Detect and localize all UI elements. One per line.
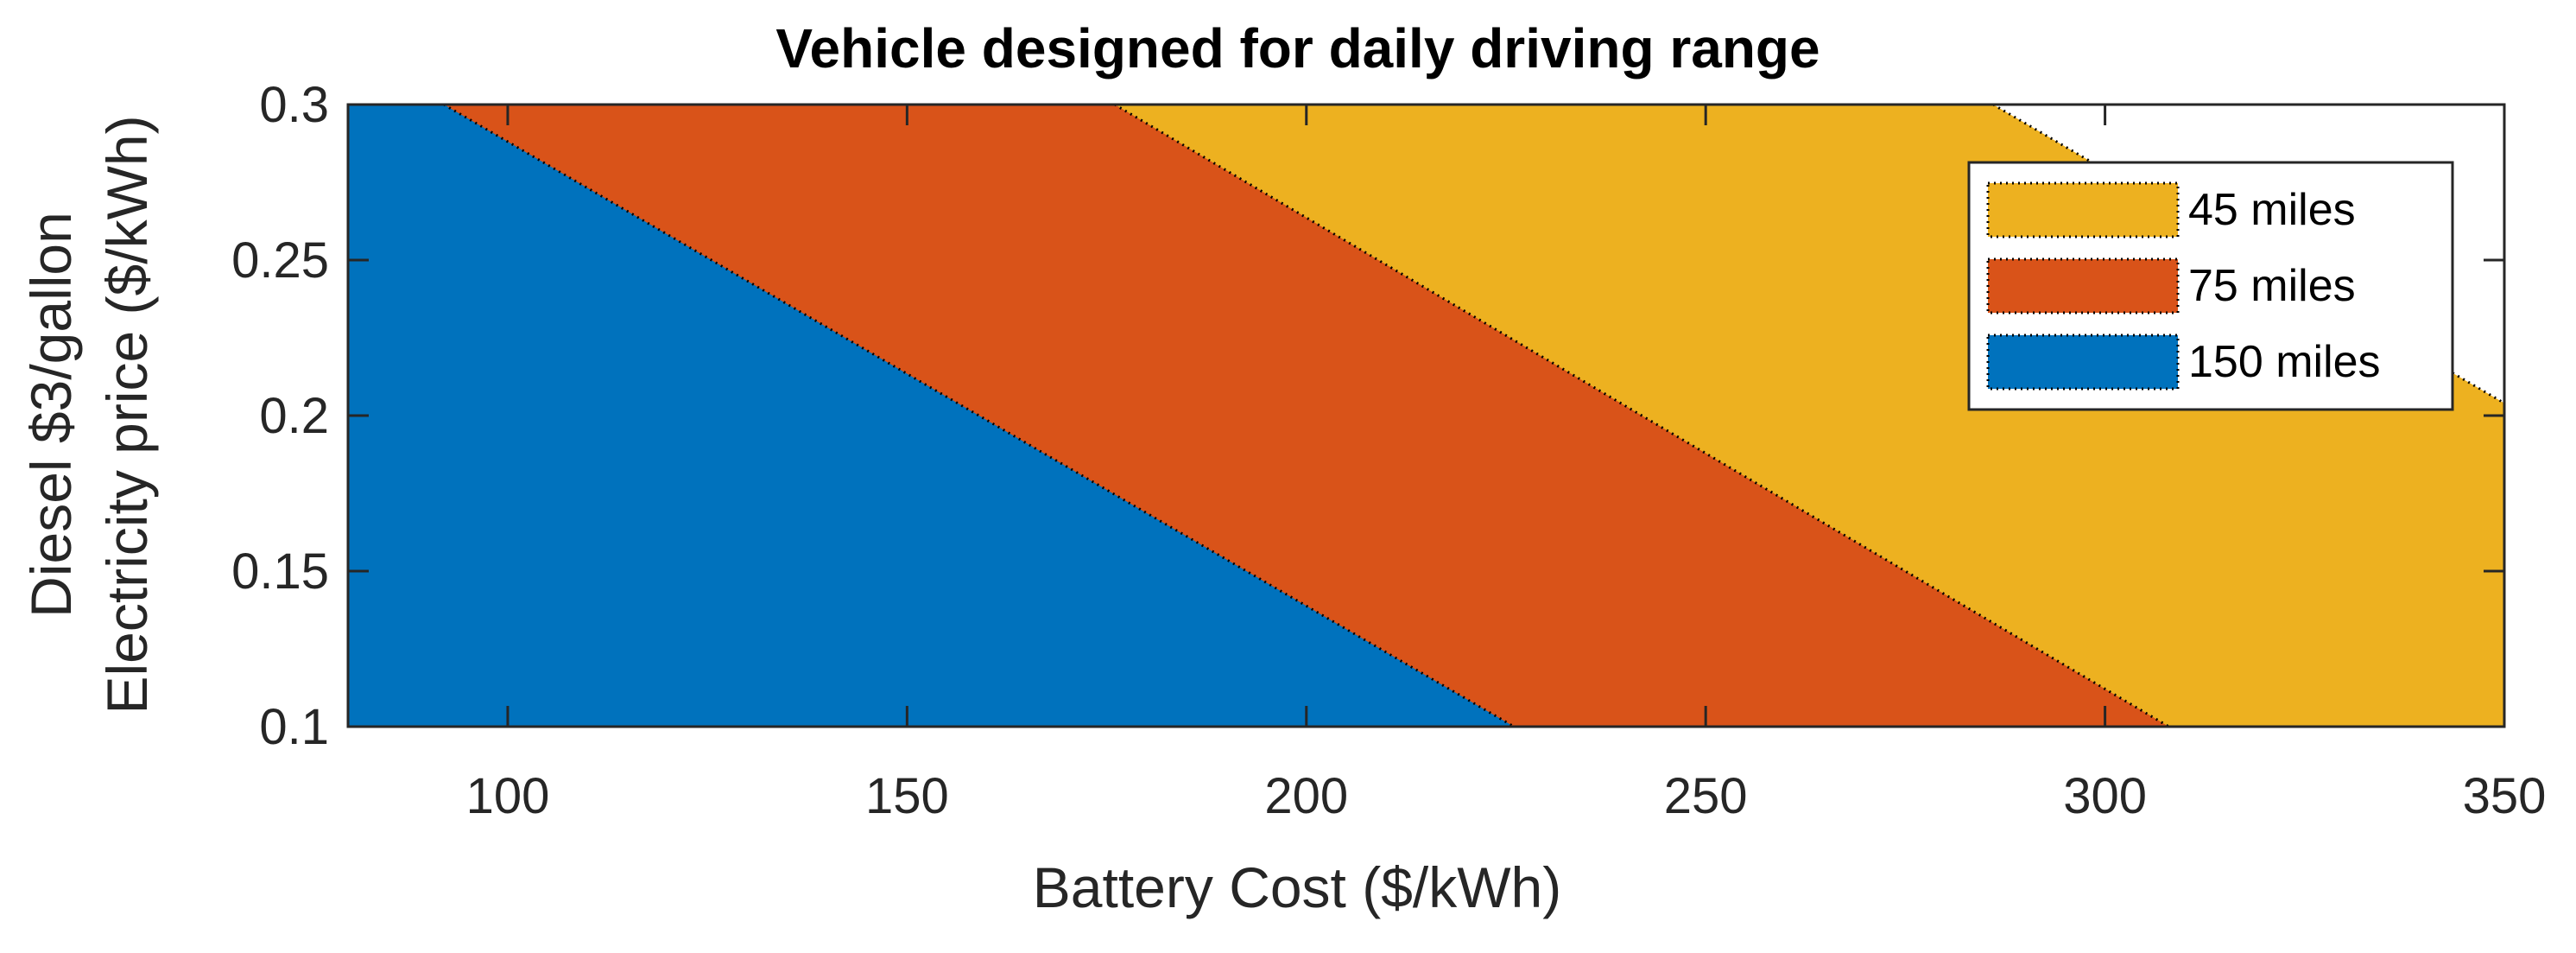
legend-label: 45 miles — [2188, 185, 2356, 235]
contour-line-75-miles — [1114, 103, 2170, 728]
y-tick-label: 0.3 — [259, 77, 329, 133]
y-axis-title-line2: Electricity price ($/kWh) — [95, 115, 159, 714]
y-axis: 0.1 0.15 0.2 0.25 0.3 — [231, 77, 2504, 755]
y-tick-label: 0.1 — [259, 699, 329, 755]
legend-label: 150 miles — [2188, 337, 2381, 387]
y-tick-label: 0.25 — [231, 232, 329, 289]
legend: 45 miles 75 miles 150 miles — [1967, 161, 2454, 411]
x-tick-label: 250 — [1664, 768, 1748, 824]
x-axis-title: Battery Cost ($/kWh) — [1033, 855, 1561, 919]
x-axis: 100 150 200 250 300 350 — [466, 105, 2547, 824]
region-150-miles — [348, 105, 1515, 727]
contour-line-150-miles — [443, 103, 1515, 728]
x-tick-label: 300 — [2063, 768, 2147, 824]
legend-label: 75 miles — [2188, 261, 2356, 311]
x-tick-label: 350 — [2463, 768, 2547, 824]
y-tick-label: 0.2 — [259, 388, 329, 444]
y-tick-label: 0.15 — [231, 543, 329, 600]
x-tick-label: 150 — [865, 768, 949, 824]
x-tick-label: 200 — [1264, 768, 1348, 824]
chart-title: Vehicle designed for daily driving range — [775, 17, 1820, 79]
legend-swatch-150-miles — [1986, 334, 2180, 391]
legend-swatch-75-miles — [1986, 257, 2180, 314]
y-axis-title-line1: Diesel $3/gallon — [19, 212, 83, 618]
x-tick-label: 100 — [466, 768, 550, 824]
legend-swatch-45-miles — [1986, 181, 2180, 238]
